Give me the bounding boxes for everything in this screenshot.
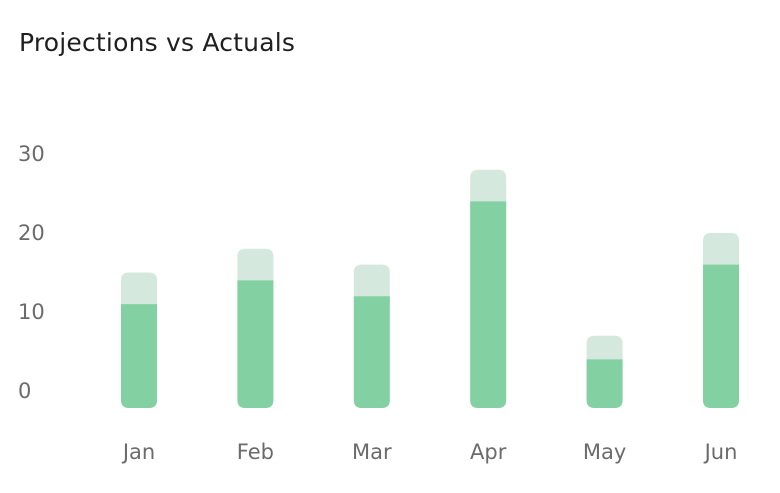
bar-actual-mar (353, 296, 390, 408)
x-axis-ticks: Jan Feb Mar Apr May Jun (121, 440, 738, 464)
x-tick-label: Feb (237, 440, 274, 464)
chart-title: Projections vs Actuals (19, 28, 296, 57)
y-tick-label: 10 (18, 300, 45, 324)
y-tick-label: 0 (18, 379, 31, 403)
bar-actual-jun (703, 264, 739, 408)
y-tick-label: 30 (18, 142, 45, 166)
y-axis-ticks: 0 10 20 30 (18, 142, 45, 403)
bars (121, 169, 739, 408)
bar-actual-feb (237, 280, 274, 408)
x-tick-label: Apr (470, 440, 507, 464)
x-tick-label: Jun (703, 440, 738, 464)
y-tick-label: 20 (18, 221, 45, 245)
bar-actual-apr (470, 201, 507, 408)
x-tick-label: Mar (352, 440, 392, 464)
x-tick-label: May (583, 440, 626, 464)
x-tick-label: Jan (121, 440, 155, 464)
bar-actual-jan (121, 304, 157, 408)
bar-actual-may (586, 359, 623, 408)
